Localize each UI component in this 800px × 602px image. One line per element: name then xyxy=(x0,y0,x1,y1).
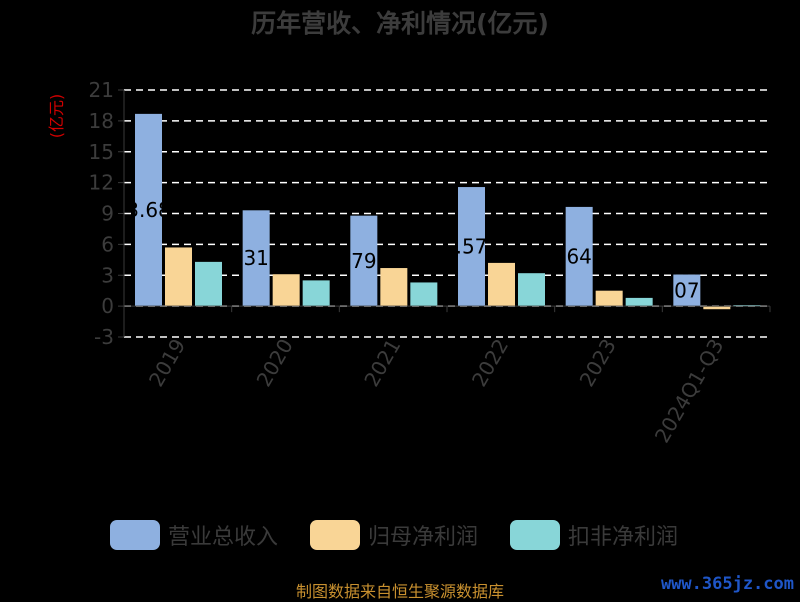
bar-net-profit xyxy=(703,306,731,310)
data-labels: 3.68 31 79 .57 64 07 xyxy=(126,198,699,302)
x-tick-label: 2022 xyxy=(467,335,513,391)
bar-deducted-profit xyxy=(195,261,222,307)
legend-item-revenue[interactable]: 营业总收入 xyxy=(110,518,278,552)
data-source-note: 制图数据来自恒生聚源数据库 xyxy=(295,582,504,601)
chart-title: 历年营收、净利情况(亿元) xyxy=(251,9,549,38)
bars xyxy=(135,113,761,310)
x-tick-label: 2021 xyxy=(359,335,405,391)
y-tick-label: 21 xyxy=(89,78,114,102)
data-label: 31 xyxy=(243,246,268,270)
bar-net-profit xyxy=(380,268,408,307)
bar-revenue xyxy=(673,274,701,307)
data-label: 3.68 xyxy=(126,198,171,222)
bar-net-profit xyxy=(165,247,192,307)
bar-revenue xyxy=(350,215,378,307)
x-tick-label: 2024Q1-Q3 xyxy=(650,335,729,447)
bar-deducted-profit xyxy=(302,280,330,307)
legend-swatch-revenue xyxy=(110,520,160,550)
y-tick-label: 18 xyxy=(89,109,114,133)
bar-net-profit xyxy=(595,290,623,307)
x-tick-label: 2019 xyxy=(144,335,190,391)
data-label: 07 xyxy=(674,278,699,302)
bar-net-profit xyxy=(488,262,515,307)
x-tick-label: 2023 xyxy=(575,335,621,391)
bar-revenue xyxy=(565,206,593,307)
legend: 营业总收入 归母净利润 扣非净利润 xyxy=(0,518,800,552)
bar-deducted-profit xyxy=(410,282,438,307)
legend-label-revenue: 营业总收入 xyxy=(168,525,279,550)
legend-label-net-profit: 归母净利润 xyxy=(368,525,479,550)
y-tick-label: 15 xyxy=(89,140,114,164)
y-axis-label: (亿元) xyxy=(47,94,66,139)
data-label: .57 xyxy=(456,235,488,259)
bar-revenue xyxy=(135,113,162,307)
y-tick-label: 3 xyxy=(101,263,114,287)
bar-net-profit xyxy=(272,274,300,307)
bar-deducted-profit xyxy=(518,273,545,307)
y-tick-label: 12 xyxy=(89,171,114,195)
data-label: 64 xyxy=(566,245,591,269)
bar-revenue xyxy=(242,210,270,307)
site-watermark: www.365jz.com xyxy=(660,574,794,594)
legend-swatch-net-profit xyxy=(310,520,360,550)
legend-label-deducted-profit: 扣非净利润 xyxy=(568,525,679,550)
legend-swatch-deducted-profit xyxy=(510,520,560,550)
y-tick-label: -3 xyxy=(94,325,114,349)
legend-item-net-profit[interactable]: 归母净利润 xyxy=(310,518,478,552)
bar-revenue xyxy=(458,187,485,307)
bar-deducted-profit xyxy=(625,297,653,307)
x-tick-label: 2020 xyxy=(252,335,298,391)
y-tick-label: 0 xyxy=(101,294,114,318)
data-label: 79 xyxy=(351,249,376,273)
legend-item-deducted-profit[interactable]: 扣非净利润 xyxy=(510,518,678,552)
y-tick-label: 6 xyxy=(101,232,114,256)
y-tick-label: 9 xyxy=(101,202,114,226)
